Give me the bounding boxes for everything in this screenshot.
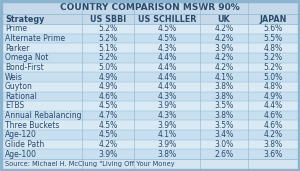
Text: 4.9%: 4.9%	[98, 73, 118, 82]
Text: Alternate Prime: Alternate Prime	[5, 34, 65, 43]
Text: 4.1%: 4.1%	[158, 130, 177, 139]
Text: 3.9%: 3.9%	[158, 121, 177, 130]
Text: 3.4%: 3.4%	[214, 130, 234, 139]
Text: 2.6%: 2.6%	[214, 150, 234, 159]
Text: 5.2%: 5.2%	[263, 53, 283, 62]
Text: 3.8%: 3.8%	[214, 82, 234, 91]
Text: 3.9%: 3.9%	[158, 101, 177, 110]
Text: 4.3%: 4.3%	[158, 111, 177, 120]
Text: 4.2%: 4.2%	[214, 63, 234, 72]
Text: Parker: Parker	[5, 44, 29, 53]
Text: COUNTRY COMPARISON MSWR 90%: COUNTRY COMPARISON MSWR 90%	[60, 3, 240, 12]
Text: Annual Rebalancing: Annual Rebalancing	[5, 111, 82, 120]
Text: 3.8%: 3.8%	[158, 150, 177, 159]
Text: 4.2%: 4.2%	[98, 140, 118, 149]
Text: Strategy: Strategy	[5, 15, 44, 23]
Text: 5.2%: 5.2%	[98, 34, 118, 43]
Text: Bond-First: Bond-First	[5, 63, 44, 72]
Text: 4.2%: 4.2%	[214, 53, 234, 62]
Text: JAPAN: JAPAN	[259, 15, 287, 23]
Text: 4.7%: 4.7%	[98, 111, 118, 120]
Text: UK: UK	[218, 15, 230, 23]
Text: 5.6%: 5.6%	[263, 24, 283, 33]
Text: 4.1%: 4.1%	[214, 73, 234, 82]
Text: 5.2%: 5.2%	[263, 63, 283, 72]
Text: 4.3%: 4.3%	[158, 92, 177, 101]
Text: 4.5%: 4.5%	[98, 101, 118, 110]
Text: 3.8%: 3.8%	[263, 140, 283, 149]
Text: 4.4%: 4.4%	[158, 73, 177, 82]
Text: 4.9%: 4.9%	[98, 82, 118, 91]
Text: ETBS: ETBS	[5, 101, 24, 110]
Text: 3.9%: 3.9%	[214, 44, 234, 53]
Text: 4.6%: 4.6%	[263, 121, 283, 130]
Text: 5.0%: 5.0%	[98, 63, 118, 72]
Text: 4.2%: 4.2%	[263, 130, 283, 139]
Text: Rational: Rational	[5, 92, 37, 101]
Text: 3.5%: 3.5%	[214, 121, 234, 130]
Text: 4.9%: 4.9%	[263, 92, 283, 101]
Text: 3.9%: 3.9%	[158, 140, 177, 149]
Text: 3.9%: 3.9%	[98, 150, 118, 159]
Text: 4.5%: 4.5%	[98, 121, 118, 130]
Text: 4.4%: 4.4%	[158, 63, 177, 72]
Text: 5.0%: 5.0%	[263, 73, 283, 82]
Text: Omega Not: Omega Not	[5, 53, 48, 62]
Text: 4.8%: 4.8%	[263, 82, 283, 91]
Text: 4.3%: 4.3%	[158, 44, 177, 53]
Text: 4.6%: 4.6%	[263, 111, 283, 120]
Text: Three Buckets: Three Buckets	[5, 121, 59, 130]
Text: 4.5%: 4.5%	[158, 24, 177, 33]
Text: 4.4%: 4.4%	[263, 101, 283, 110]
Text: Age-120: Age-120	[5, 130, 37, 139]
Text: Guyton: Guyton	[5, 82, 33, 91]
Text: Age-100: Age-100	[5, 150, 37, 159]
Text: 4.2%: 4.2%	[214, 24, 234, 33]
Text: US SCHILLER: US SCHILLER	[138, 15, 196, 23]
Text: Weis: Weis	[5, 73, 23, 82]
Text: Prime: Prime	[5, 24, 27, 33]
Text: Source: Michael H. McClung "Living Off Your Money: Source: Michael H. McClung "Living Off Y…	[5, 161, 175, 167]
Text: 4.8%: 4.8%	[263, 44, 283, 53]
Text: 5.2%: 5.2%	[98, 53, 118, 62]
Text: 3.0%: 3.0%	[214, 140, 234, 149]
Text: 3.6%: 3.6%	[263, 150, 283, 159]
Text: 4.4%: 4.4%	[158, 53, 177, 62]
Text: 4.6%: 4.6%	[98, 92, 118, 101]
Text: 4.4%: 4.4%	[158, 82, 177, 91]
Text: 4.2%: 4.2%	[214, 34, 234, 43]
Text: 5.5%: 5.5%	[263, 34, 283, 43]
Text: US SBBI: US SBBI	[90, 15, 126, 23]
Text: 3.5%: 3.5%	[214, 101, 234, 110]
Text: Glide Path: Glide Path	[5, 140, 44, 149]
Text: 4.5%: 4.5%	[158, 34, 177, 43]
Text: 3.8%: 3.8%	[214, 111, 234, 120]
Text: 4.5%: 4.5%	[98, 130, 118, 139]
Text: 5.1%: 5.1%	[98, 44, 118, 53]
Text: 3.8%: 3.8%	[214, 92, 234, 101]
Text: 5.2%: 5.2%	[98, 24, 118, 33]
